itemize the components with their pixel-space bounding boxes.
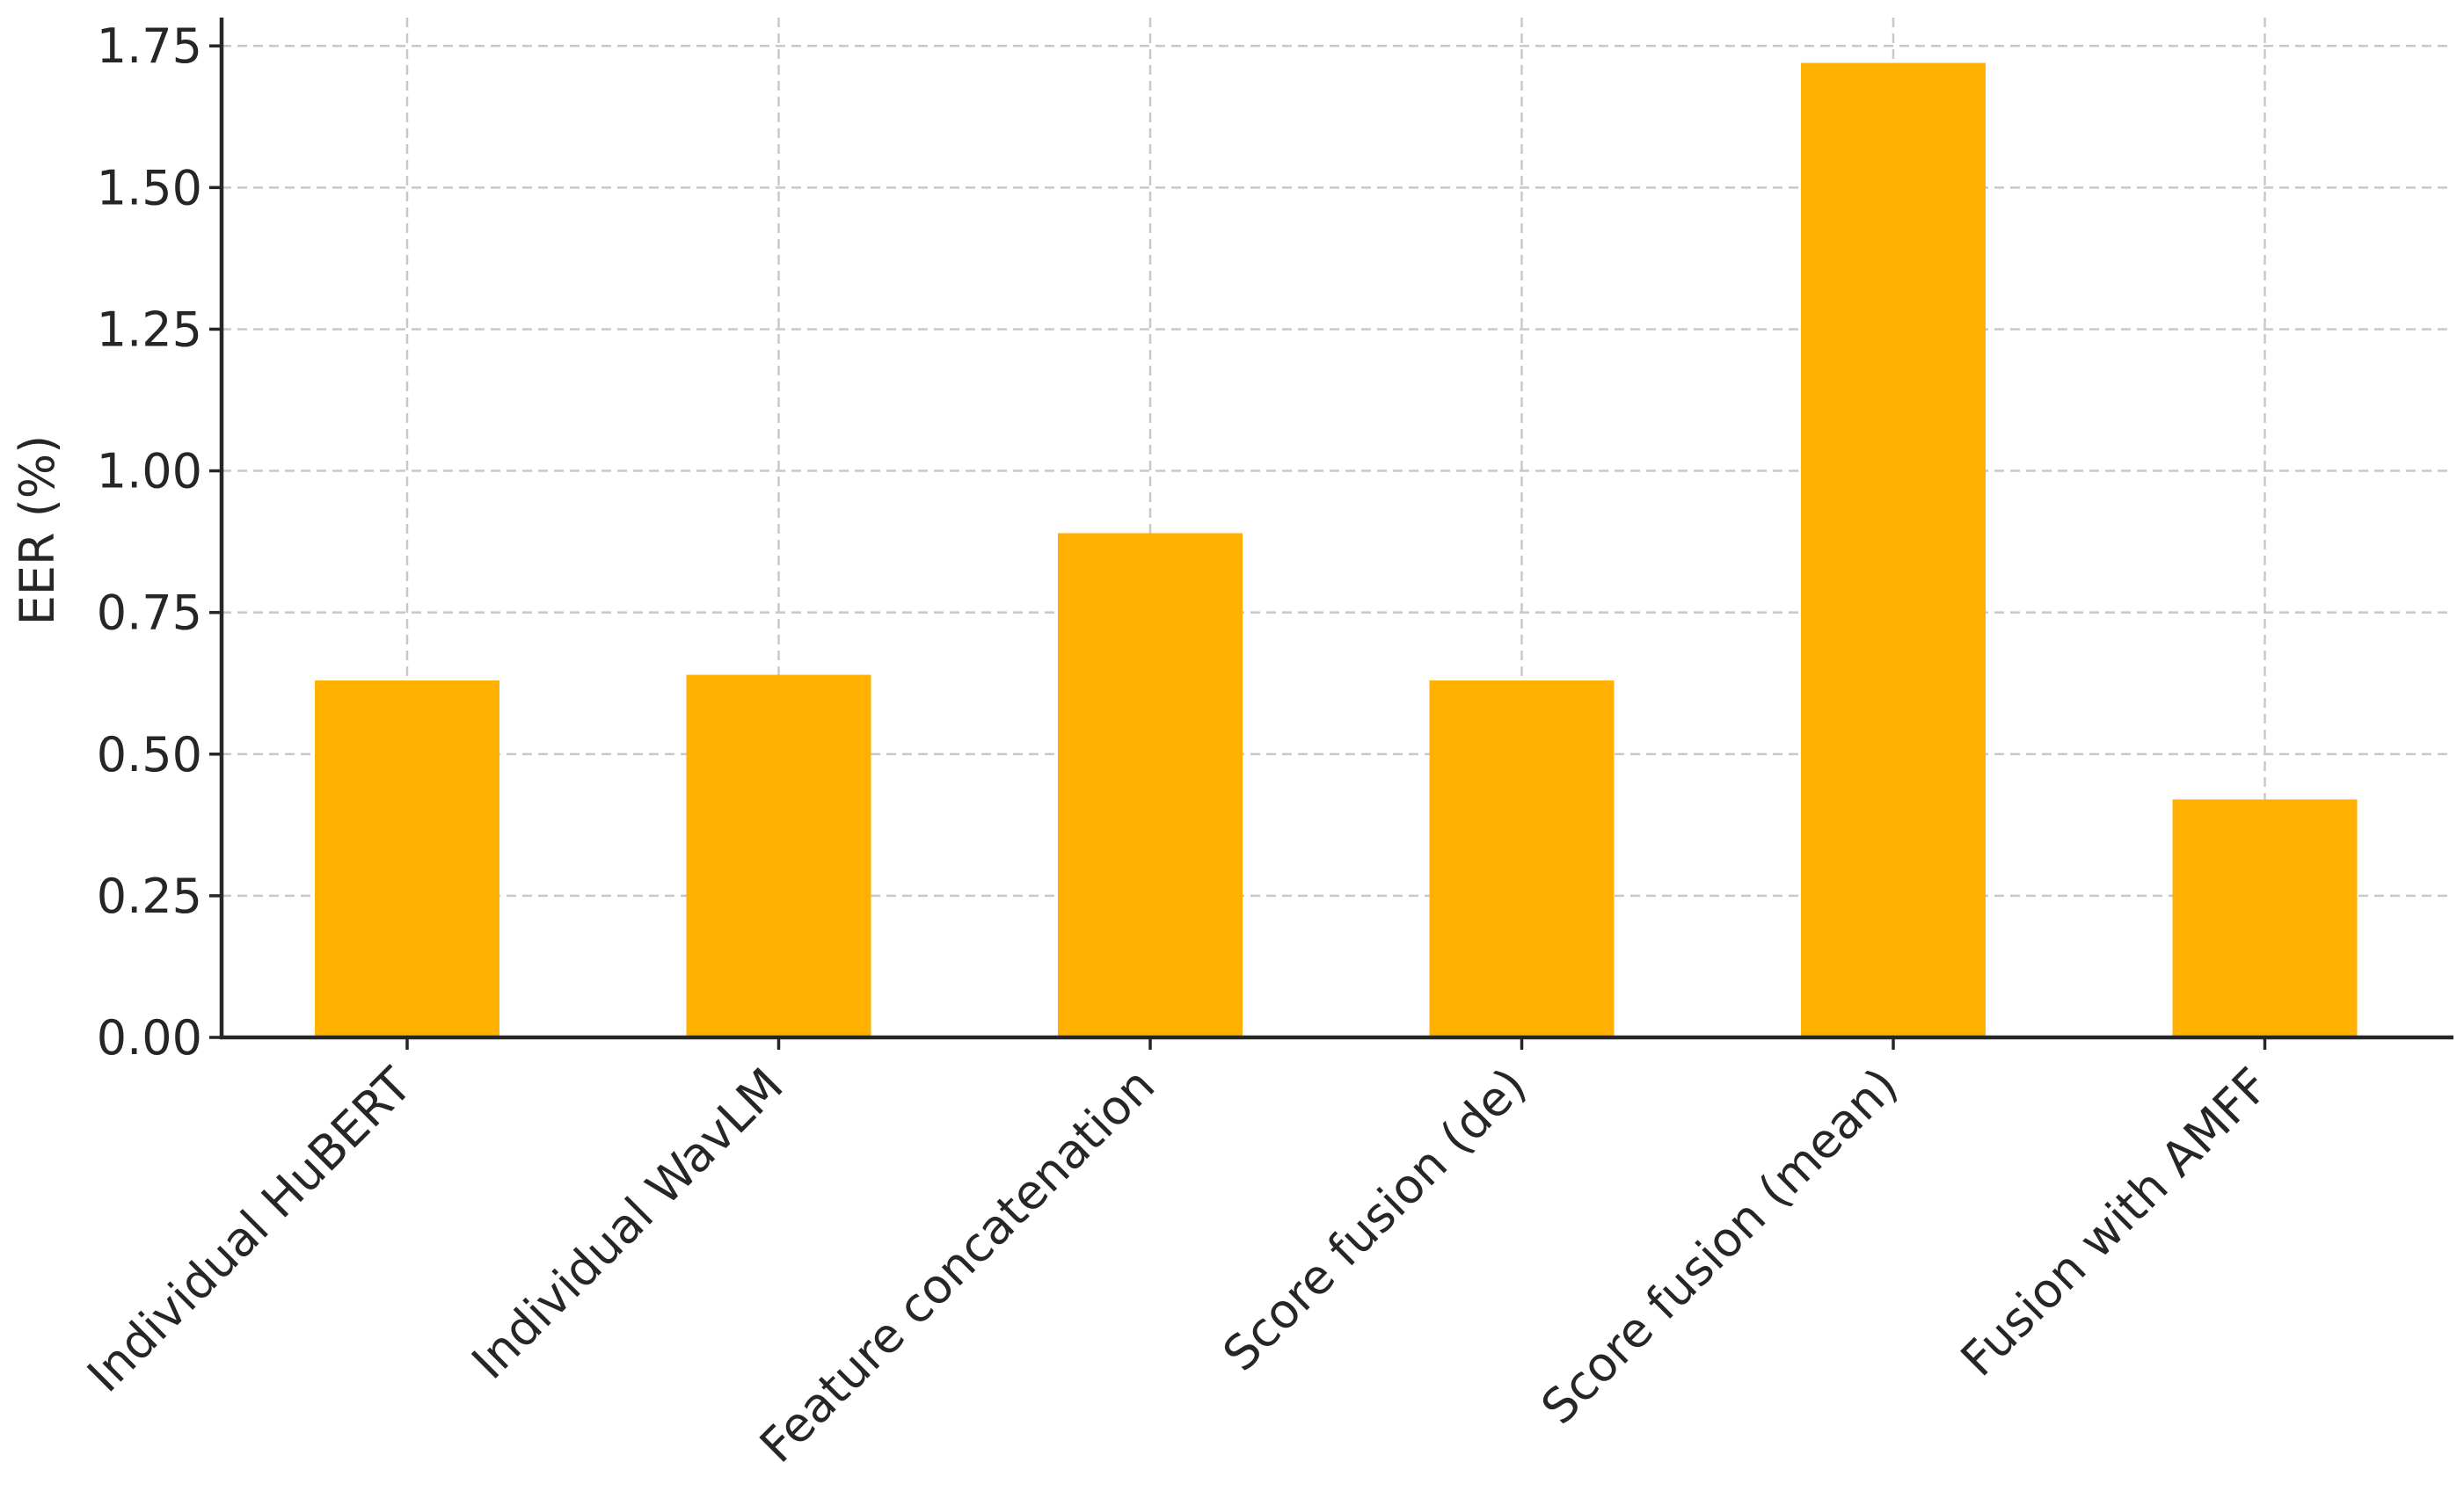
y-tick-labels: 0.00 0.25 0.50 0.75 1.00 1.25 1.50 1.75 <box>97 18 202 1066</box>
y-tick-label: 0.00 <box>97 1010 202 1066</box>
x-tick-label: Feature concatenation <box>749 1058 1165 1473</box>
x-tick-label: Individual HuBERT <box>77 1057 423 1403</box>
bar <box>1058 533 1243 1037</box>
y-tick-label: 1.00 <box>97 444 202 499</box>
y-tick-label: 1.75 <box>97 18 202 74</box>
bar <box>1429 680 1615 1037</box>
grid <box>222 18 2453 1039</box>
x-tick-labels: Individual HuBERT Individual WavLMFeature… <box>77 1057 2279 1473</box>
bar <box>2172 799 2358 1037</box>
y-tick-label: 0.50 <box>97 727 202 782</box>
y-tick-label: 0.75 <box>97 586 202 641</box>
bars <box>315 62 2358 1038</box>
y-tick-label: 1.50 <box>97 160 202 215</box>
y-tick-label: 1.25 <box>97 302 202 357</box>
y-axis-label: EER (%) <box>10 435 65 625</box>
bar <box>686 674 871 1037</box>
x-tick-label: Score fusion (mean) <box>1531 1058 1909 1436</box>
x-tick-label: Score fusion (de) <box>1213 1058 1537 1382</box>
axes <box>209 18 2453 1050</box>
bar <box>315 680 499 1037</box>
bar <box>1801 62 1986 1038</box>
x-tick-label: Individual WavLM <box>462 1058 794 1390</box>
x-tick-label: Fusion with AMFF <box>1950 1058 2280 1387</box>
y-tick-label: 0.25 <box>97 869 202 924</box>
